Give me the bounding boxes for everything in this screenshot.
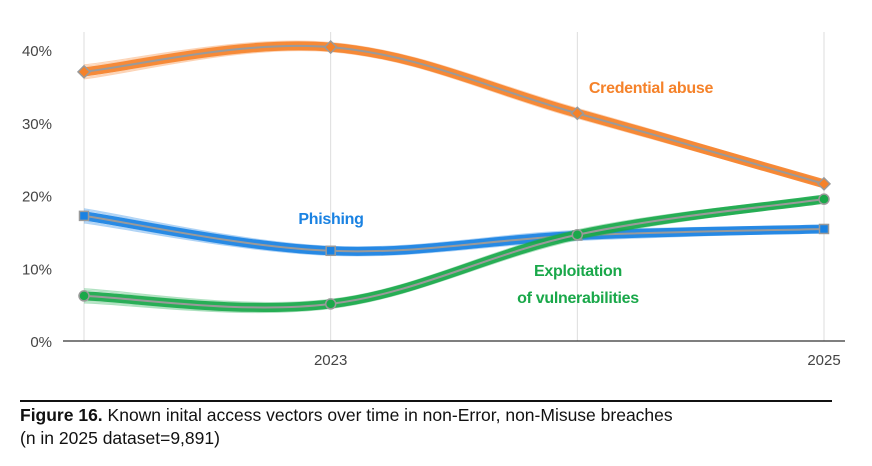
series-label: Exploitation bbox=[534, 263, 622, 280]
band-line bbox=[83, 43, 825, 184]
band-line bbox=[83, 41, 825, 183]
series-phishing bbox=[78, 208, 830, 257]
data-point-circle bbox=[818, 193, 830, 205]
y-tick-label: 40% bbox=[22, 43, 52, 60]
band-line bbox=[83, 42, 825, 183]
series-band bbox=[83, 41, 826, 189]
data-point-square bbox=[78, 210, 90, 222]
x-tick-label: 2023 bbox=[314, 352, 347, 369]
y-tick-label: 30% bbox=[22, 116, 52, 133]
series-credential-abuse bbox=[76, 40, 832, 191]
series-band bbox=[83, 194, 825, 312]
data-point-diamond bbox=[570, 106, 585, 121]
figure-caption: Figure 16. Known inital access vectors o… bbox=[20, 400, 832, 450]
band-line bbox=[83, 200, 825, 313]
data-point-diamond bbox=[816, 176, 832, 191]
band-line bbox=[83, 45, 825, 185]
band-line bbox=[83, 47, 825, 186]
series-line bbox=[83, 214, 825, 253]
band-line bbox=[83, 40, 825, 182]
y-axis: 0% 10% 20% 30% 40% bbox=[22, 43, 52, 351]
data-point-square bbox=[818, 223, 830, 235]
series-group bbox=[76, 40, 832, 314]
y-tick-label: 10% bbox=[22, 261, 52, 278]
band-line bbox=[83, 201, 825, 314]
x-axis: 2023 2025 bbox=[63, 340, 845, 369]
data-point-diamond bbox=[76, 64, 92, 79]
data-point-square bbox=[325, 245, 336, 257]
series-line bbox=[83, 198, 825, 309]
data-point-circle bbox=[78, 290, 90, 302]
data-point-circle bbox=[324, 298, 337, 310]
series-label: Phishing bbox=[298, 211, 363, 228]
series-exploitation-of-vulnerabilities bbox=[78, 193, 830, 314]
data-point-circle bbox=[571, 229, 584, 241]
band-line bbox=[83, 44, 825, 184]
series-label: Credential abuse bbox=[589, 80, 714, 97]
figure-label: Figure 16. bbox=[20, 405, 103, 425]
series-line bbox=[83, 44, 825, 185]
data-point-diamond bbox=[323, 40, 338, 55]
x-tick-label: 2025 bbox=[807, 352, 840, 369]
band-line bbox=[83, 46, 825, 186]
series-label: of vulnerabilities bbox=[517, 290, 639, 307]
y-tick-label: 20% bbox=[22, 189, 52, 206]
line-chart: 0% 10% 20% 30% 40% 2023 2025 Credential abuse… bbox=[22, 32, 845, 369]
caption-text: Known inital access vectors over time in… bbox=[102, 405, 673, 425]
series-labels: Credential abuse Phishing Exploitation of v… bbox=[298, 80, 713, 307]
y-tick-label: 0% bbox=[30, 334, 52, 351]
caption-line2: (n in 2025 dataset=9,891) bbox=[20, 428, 220, 448]
